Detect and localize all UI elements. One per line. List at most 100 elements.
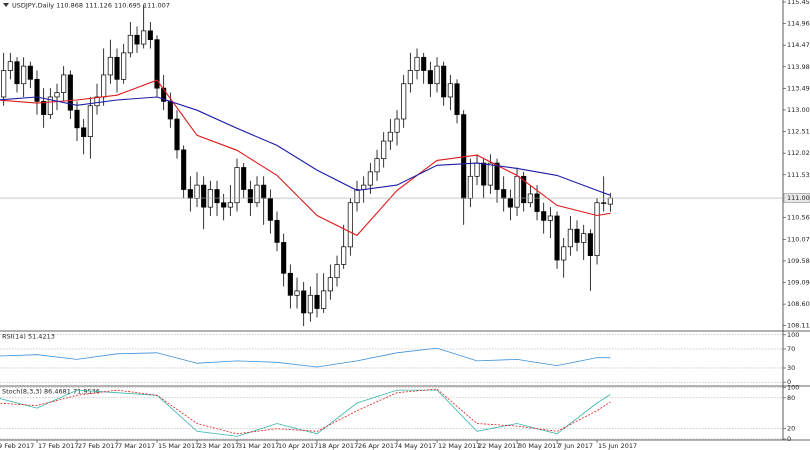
candle-body (254, 184, 260, 204)
candle-body (561, 246, 567, 261)
candle-body (134, 34, 140, 45)
indicator-line (0, 389, 611, 437)
indicator-line (0, 79, 611, 237)
candle-body (174, 118, 180, 151)
x-tick-label: 4 May 2017 (398, 442, 436, 450)
candle-body (354, 189, 360, 204)
candle-body (374, 158, 380, 173)
x-tick-label: 17 Feb 2017 (38, 442, 78, 450)
candle-body (341, 246, 347, 265)
candle-body (481, 162, 487, 186)
candle-body (307, 294, 313, 314)
x-tick-label: 22 May 2017 (478, 442, 520, 450)
x-tick-label: 9 Feb 2017 (0, 442, 34, 450)
candle-body (41, 101, 47, 115)
candle-body (221, 202, 227, 208)
candle-body (141, 30, 147, 45)
panel-title: RSI(14) 51.4213 (2, 333, 55, 341)
candle-body (74, 109, 80, 129)
x-tick-label: 26 Apr 2017 (358, 442, 398, 450)
x-tick-label: 10 Apr 2017 (278, 442, 318, 450)
x-tick-label: 15 Mar 2017 (158, 442, 199, 450)
y-tick-label: 0 (787, 435, 791, 443)
candle-body (267, 197, 273, 221)
candle-body (261, 184, 267, 199)
x-tick-label: 12 May 2017 (438, 442, 480, 450)
candle-body (607, 197, 613, 205)
candle-body (454, 83, 460, 115)
candle-body (1, 70, 7, 98)
indicator-line (0, 388, 611, 435)
y-tick-label: 113.005 (787, 106, 810, 114)
candle-body (527, 193, 533, 204)
y-tick-label: 110.070 (787, 235, 810, 243)
current-price-label: 111.007 (787, 194, 810, 202)
candle-body (67, 74, 73, 111)
candle-body (434, 65, 440, 85)
candle-body (81, 127, 87, 137)
symbol-icon (3, 3, 9, 7)
y-tick-label: 114.475 (787, 41, 810, 49)
x-tick-label: 15 Jun 2017 (598, 442, 637, 450)
y-tick-label: 111.535 (787, 171, 810, 179)
candle-body (567, 228, 573, 248)
candle-body (7, 61, 13, 71)
candle-body (441, 65, 447, 98)
candle-body (281, 242, 287, 274)
candle-body (234, 167, 240, 204)
y-tick-label: 110.560 (787, 214, 810, 222)
candle-body (154, 39, 160, 89)
y-tick-label: 114.965 (787, 20, 810, 28)
x-tick-label: 31 Mar 2017 (238, 442, 279, 450)
candle-body (107, 56, 113, 76)
candle-body (14, 61, 20, 85)
candle-body (241, 167, 247, 190)
y-tick-label: 0 (787, 378, 791, 386)
candle-body (594, 202, 600, 256)
y-tick-label: 70 (787, 345, 795, 353)
candle-body (167, 101, 173, 120)
candle-body (447, 83, 453, 98)
candle-body (581, 233, 587, 243)
candle-body (401, 83, 407, 120)
x-tick-label: 7 Mar 2017 (118, 442, 155, 450)
candle-body (554, 215, 560, 261)
candle-body (94, 96, 100, 107)
candle-body (327, 277, 333, 292)
candle-body (394, 118, 400, 133)
candle-body (214, 189, 220, 204)
candle-body (181, 149, 187, 190)
candle-body (127, 34, 133, 54)
candle-body (347, 202, 353, 248)
candle-body (501, 189, 507, 199)
y-tick-label: 109.580 (787, 257, 810, 265)
candle-body (34, 78, 40, 102)
candle-body (541, 211, 547, 221)
candle-body (601, 202, 607, 204)
candle-body (27, 65, 33, 80)
y-tick-label: 112.515 (787, 128, 810, 136)
y-tick-label: 100 (787, 331, 799, 339)
candle-body (587, 233, 593, 256)
x-tick-label: 23 Mar 2017 (198, 442, 239, 450)
x-tick-label: 7 Jun 2017 (558, 442, 593, 450)
candle-body (367, 171, 373, 186)
x-tick-label: 27 Feb 2017 (78, 442, 118, 450)
candle-body (534, 193, 540, 212)
panel-title: USDJPY,Daily 110.868 111.126 110.695 111… (12, 2, 170, 10)
candle-body (301, 290, 307, 314)
candle-body (61, 74, 67, 93)
y-tick-label: 108.110 (787, 322, 810, 330)
candle-body (274, 220, 280, 243)
candle-body (147, 30, 153, 41)
candle-body (161, 87, 167, 102)
y-tick-label: 113.985 (787, 63, 810, 71)
candle-body (227, 202, 233, 208)
y-tick-label: 80 (787, 394, 795, 402)
candle-body (187, 189, 193, 199)
candle-body (114, 56, 120, 80)
y-tick-label: 108.600 (787, 300, 810, 308)
